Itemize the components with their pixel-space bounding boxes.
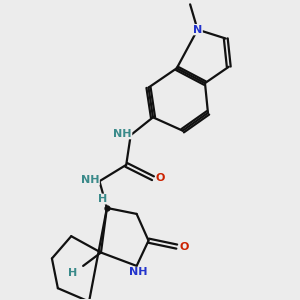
Text: H: H	[98, 194, 107, 204]
Text: O: O	[179, 242, 189, 252]
Text: NH: NH	[129, 268, 147, 278]
Text: H: H	[68, 268, 77, 278]
Text: N: N	[193, 25, 202, 34]
Text: NH: NH	[81, 175, 99, 185]
Text: O: O	[156, 173, 165, 183]
Text: NH: NH	[113, 129, 132, 139]
